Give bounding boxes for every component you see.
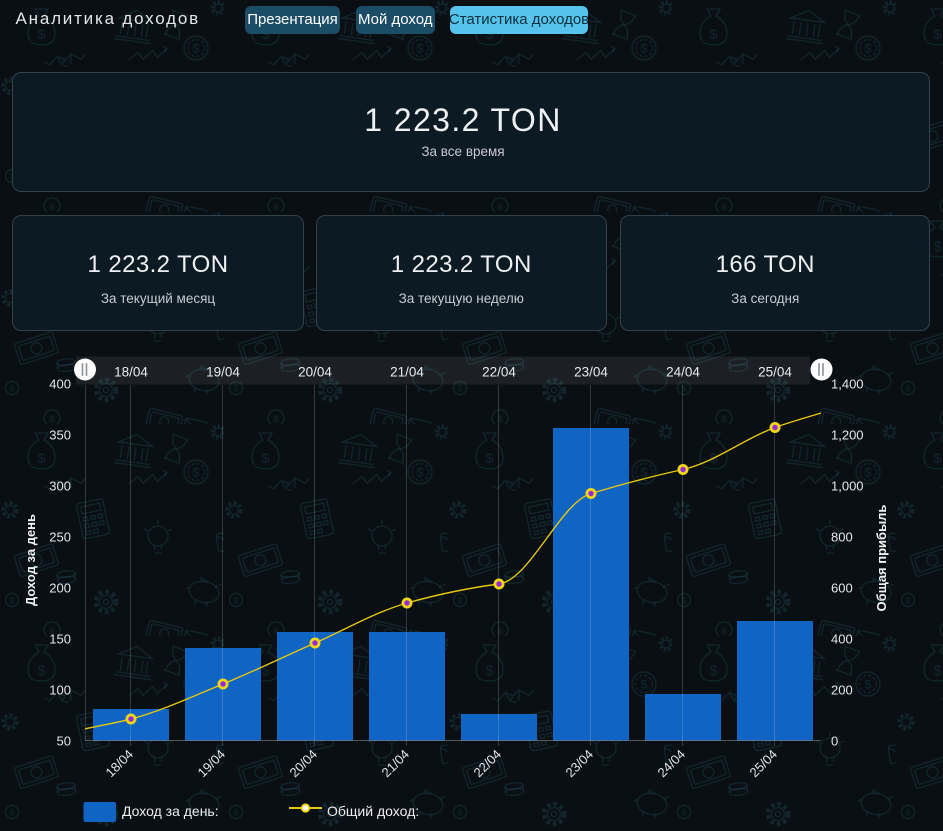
svg-text:1,000: 1,000 bbox=[831, 479, 864, 494]
svg-text:20/04: 20/04 bbox=[298, 365, 332, 380]
svg-text:150: 150 bbox=[49, 632, 71, 647]
svg-text:300: 300 bbox=[49, 479, 71, 494]
svg-text:20/04: 20/04 bbox=[287, 747, 321, 781]
svg-text:50: 50 bbox=[57, 734, 71, 749]
svg-text:25/04: 25/04 bbox=[747, 747, 781, 781]
svg-text:250: 250 bbox=[49, 530, 71, 545]
svg-text:400: 400 bbox=[831, 632, 853, 647]
svg-text:200: 200 bbox=[831, 683, 853, 698]
svg-text:Доход за день: Доход за день bbox=[23, 514, 38, 606]
svg-text:800: 800 bbox=[831, 530, 853, 545]
svg-text:Доход за день:: Доход за день: bbox=[122, 803, 219, 819]
svg-text:24/04: 24/04 bbox=[655, 747, 689, 781]
svg-text:22/04: 22/04 bbox=[482, 365, 516, 380]
svg-text:Общая прибыль: Общая прибыль bbox=[874, 505, 889, 612]
svg-text:23/04: 23/04 bbox=[563, 747, 597, 781]
svg-text:0: 0 bbox=[831, 734, 838, 749]
svg-text:200: 200 bbox=[49, 581, 71, 596]
svg-text:600: 600 bbox=[831, 581, 853, 596]
svg-text:21/04: 21/04 bbox=[390, 365, 424, 380]
svg-text:25/04: 25/04 bbox=[758, 365, 792, 380]
svg-text:18/04: 18/04 bbox=[114, 365, 148, 380]
svg-text:Общий доход:: Общий доход: bbox=[327, 803, 419, 819]
svg-text:19/04: 19/04 bbox=[195, 747, 229, 781]
svg-text:19/04: 19/04 bbox=[206, 365, 240, 380]
svg-text:24/04: 24/04 bbox=[666, 365, 700, 380]
svg-text:23/04: 23/04 bbox=[574, 365, 608, 380]
svg-text:22/04: 22/04 bbox=[471, 747, 505, 781]
svg-text:400: 400 bbox=[49, 377, 71, 392]
svg-text:21/04: 21/04 bbox=[379, 747, 413, 781]
svg-text:100: 100 bbox=[49, 683, 71, 698]
svg-text:1,200: 1,200 bbox=[831, 428, 864, 443]
svg-text:18/04: 18/04 bbox=[103, 747, 137, 781]
svg-text:350: 350 bbox=[49, 428, 71, 443]
svg-text:1,400: 1,400 bbox=[831, 377, 864, 392]
